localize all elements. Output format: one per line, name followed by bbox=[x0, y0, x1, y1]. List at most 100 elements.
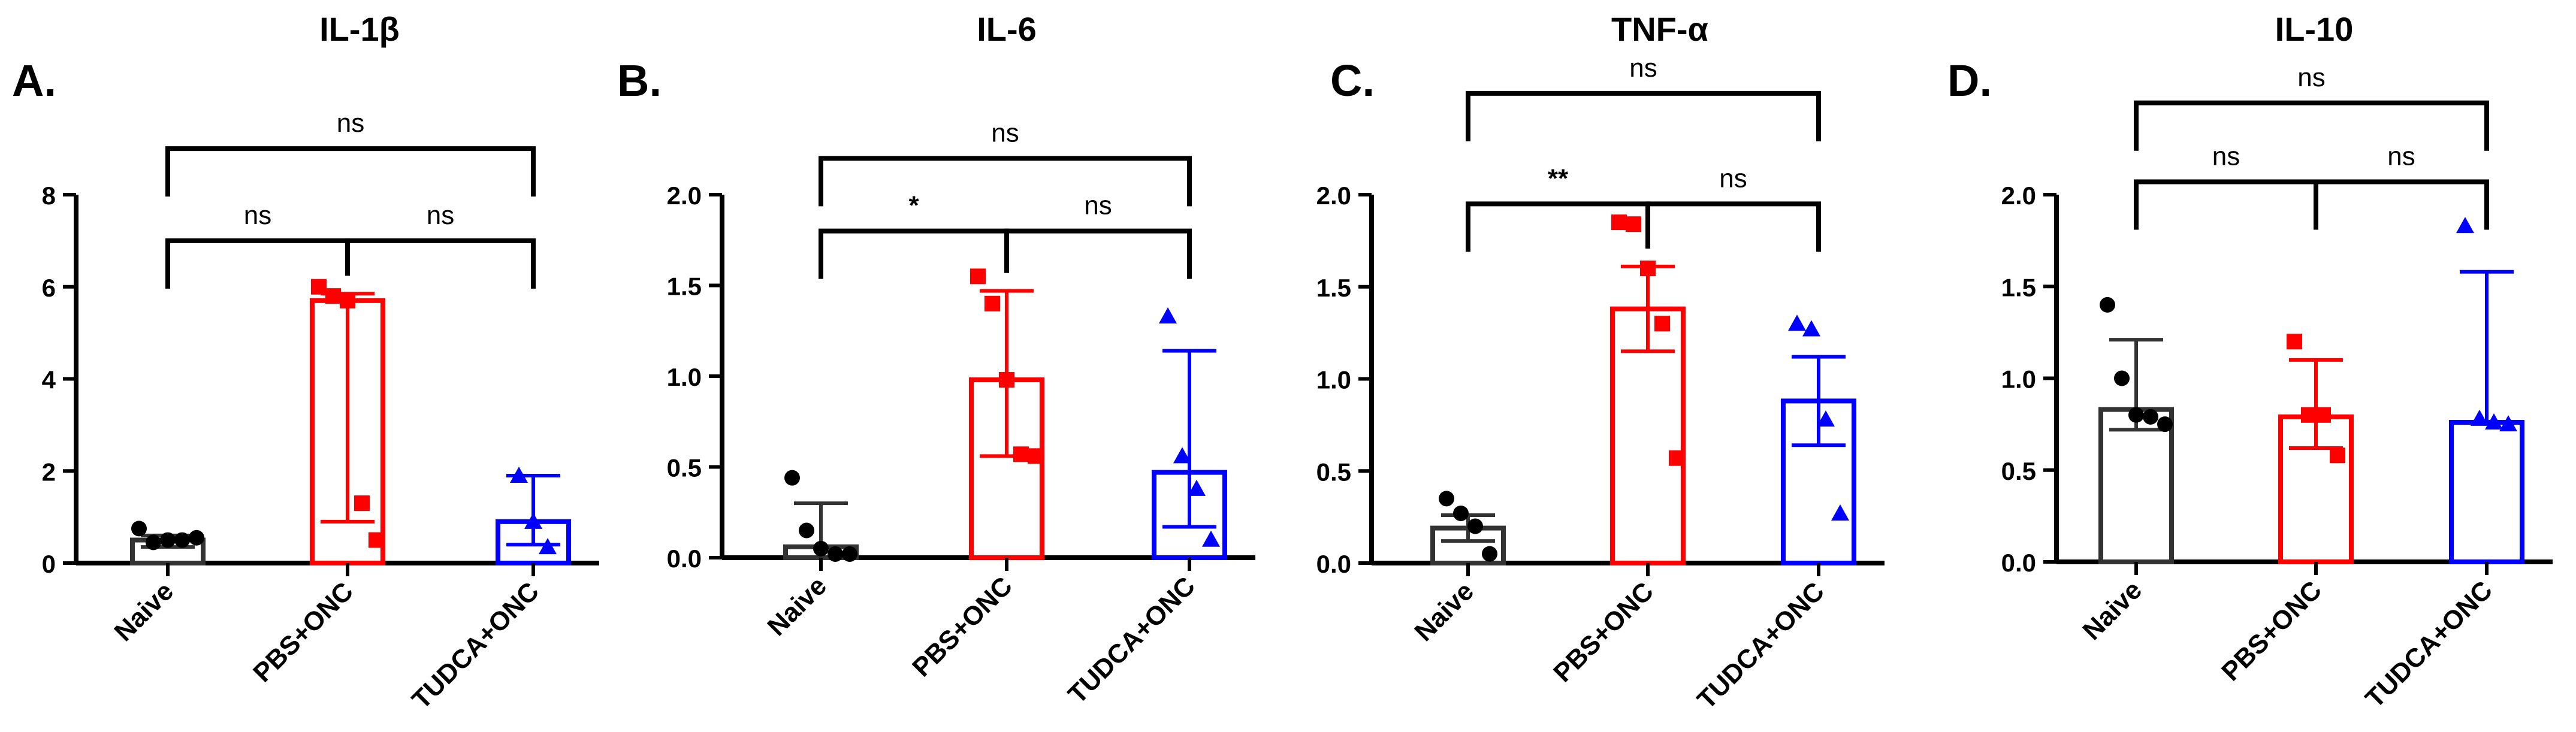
data-point bbox=[1467, 518, 1483, 534]
data-point bbox=[160, 532, 176, 548]
data-point bbox=[1802, 320, 1820, 337]
x-tick-label: TUDCA+ONC bbox=[406, 576, 545, 715]
data-point bbox=[1611, 214, 1627, 231]
significance-label: ns bbox=[1719, 164, 1747, 193]
data-point bbox=[1013, 446, 1029, 462]
data-point bbox=[1482, 546, 1497, 562]
significance-bracket bbox=[1466, 90, 1821, 141]
significance-label: ns bbox=[2212, 142, 2240, 171]
data-point bbox=[2128, 407, 2144, 423]
y-tick-label: 1.0 bbox=[2001, 365, 2036, 394]
data-point bbox=[174, 532, 190, 548]
significance-bracket bbox=[345, 238, 536, 289]
y-tick-label: 1.5 bbox=[667, 273, 702, 301]
data-point bbox=[311, 279, 327, 295]
y-tick-label: 0.0 bbox=[2001, 549, 2036, 577]
significance-bracket bbox=[2134, 100, 2489, 151]
x-tick-label: PBS+ONC bbox=[1548, 576, 1659, 688]
data-point bbox=[1654, 316, 1670, 332]
chart-title: TNF-α bbox=[1611, 10, 1708, 48]
significance-bracket bbox=[2134, 179, 2318, 230]
significance-label: ns bbox=[991, 118, 1019, 147]
data-point bbox=[2485, 413, 2503, 430]
data-point bbox=[2301, 407, 2317, 423]
y-tick-label: 1.5 bbox=[2001, 273, 2036, 301]
data-point bbox=[1202, 530, 1220, 547]
y-tick-label: 2.0 bbox=[1316, 182, 1351, 210]
x-tick-label: Naive bbox=[762, 571, 832, 642]
data-point bbox=[131, 521, 147, 537]
y-tick-label: 0.0 bbox=[1316, 550, 1351, 578]
data-point bbox=[1788, 314, 1806, 331]
x-tick-label: Naive bbox=[1409, 576, 1479, 647]
data-point bbox=[2287, 334, 2302, 350]
chart-panel: C. TNF-α 0.0 0.5 1.0 1.5 2.0 Naive PBS+ONC TUDCA+… bbox=[1316, 10, 1885, 715]
x-tick-label: TUDCA+ONC bbox=[2360, 575, 2498, 713]
y-tick-label: 2.0 bbox=[667, 182, 702, 210]
y-tick-label: 4 bbox=[42, 366, 56, 394]
data-point bbox=[784, 470, 800, 486]
data-point bbox=[1159, 307, 1177, 324]
data-point bbox=[146, 534, 161, 550]
data-point bbox=[1626, 216, 1641, 232]
chart-panel: D. IL-10 0.0 0.5 1.0 1.5 2.0 Naive PBS+ONC TUDCA+… bbox=[1947, 10, 2553, 713]
significance-label: ns bbox=[2387, 142, 2415, 171]
x-tick-label: Naive bbox=[108, 576, 179, 647]
chart-title: IL-10 bbox=[2275, 10, 2354, 48]
y-tick-label: 8 bbox=[42, 182, 56, 210]
data-point bbox=[2330, 447, 2345, 464]
data-point bbox=[2157, 416, 2173, 432]
data-point bbox=[2143, 409, 2158, 425]
data-point bbox=[999, 372, 1014, 388]
data-point bbox=[524, 512, 542, 529]
x-tick-label: TUDCA+ONC bbox=[1692, 576, 1830, 715]
data-point bbox=[970, 268, 986, 285]
data-point bbox=[1831, 504, 1849, 521]
data-point bbox=[510, 466, 528, 483]
panel-label: D. bbox=[1947, 56, 1992, 105]
data-point bbox=[1669, 450, 1684, 466]
significance-label: ** bbox=[1548, 164, 1569, 193]
y-tick-label: 0.5 bbox=[667, 454, 702, 482]
significance-label: ns bbox=[244, 201, 271, 230]
panel-label: B. bbox=[617, 56, 662, 105]
panel-label: A. bbox=[12, 56, 56, 105]
bar bbox=[2098, 407, 2174, 564]
x-tick-label: Naive bbox=[2077, 575, 2148, 646]
data-point bbox=[985, 295, 1000, 311]
y-tick-label: 2 bbox=[42, 458, 56, 486]
data-point bbox=[2100, 297, 2115, 313]
data-point bbox=[2471, 409, 2489, 426]
significance-bracket bbox=[165, 146, 536, 197]
data-point bbox=[828, 546, 843, 562]
chart-title: IL-1β bbox=[319, 10, 400, 48]
y-tick-label: 0.0 bbox=[667, 545, 702, 573]
y-tick-label: 1.5 bbox=[1316, 274, 1351, 302]
significance-label: ns bbox=[337, 108, 364, 138]
data-point bbox=[2315, 407, 2331, 423]
data-point bbox=[1817, 410, 1835, 427]
data-point bbox=[2499, 415, 2517, 432]
bar bbox=[2449, 420, 2524, 564]
y-tick-label: 0.5 bbox=[2001, 457, 2036, 485]
x-tick-label: PBS+ONC bbox=[2216, 575, 2327, 686]
significance-bracket bbox=[1004, 228, 1192, 279]
significance-bracket bbox=[819, 156, 1192, 207]
data-point bbox=[1439, 491, 1454, 507]
data-point bbox=[2114, 370, 2130, 386]
data-point bbox=[325, 288, 341, 304]
data-point bbox=[539, 538, 557, 555]
chart-panel: A. IL-1β 0 2 4 6 8 Naive PBS+ONC TUDCA+ONC ns ns ns bbox=[12, 10, 599, 715]
data-point bbox=[1453, 505, 1469, 521]
data-point bbox=[1188, 479, 1206, 496]
y-tick-label: 2.0 bbox=[2001, 182, 2036, 210]
data-point bbox=[369, 532, 384, 548]
y-tick-label: 0.5 bbox=[1316, 458, 1351, 486]
data-point bbox=[354, 495, 370, 512]
significance-bracket bbox=[2314, 179, 2489, 230]
data-point bbox=[813, 540, 829, 556]
y-tick-label: 1.0 bbox=[667, 363, 702, 391]
significance-label: * bbox=[908, 191, 919, 220]
x-tick-label: PBS+ONC bbox=[247, 576, 359, 688]
